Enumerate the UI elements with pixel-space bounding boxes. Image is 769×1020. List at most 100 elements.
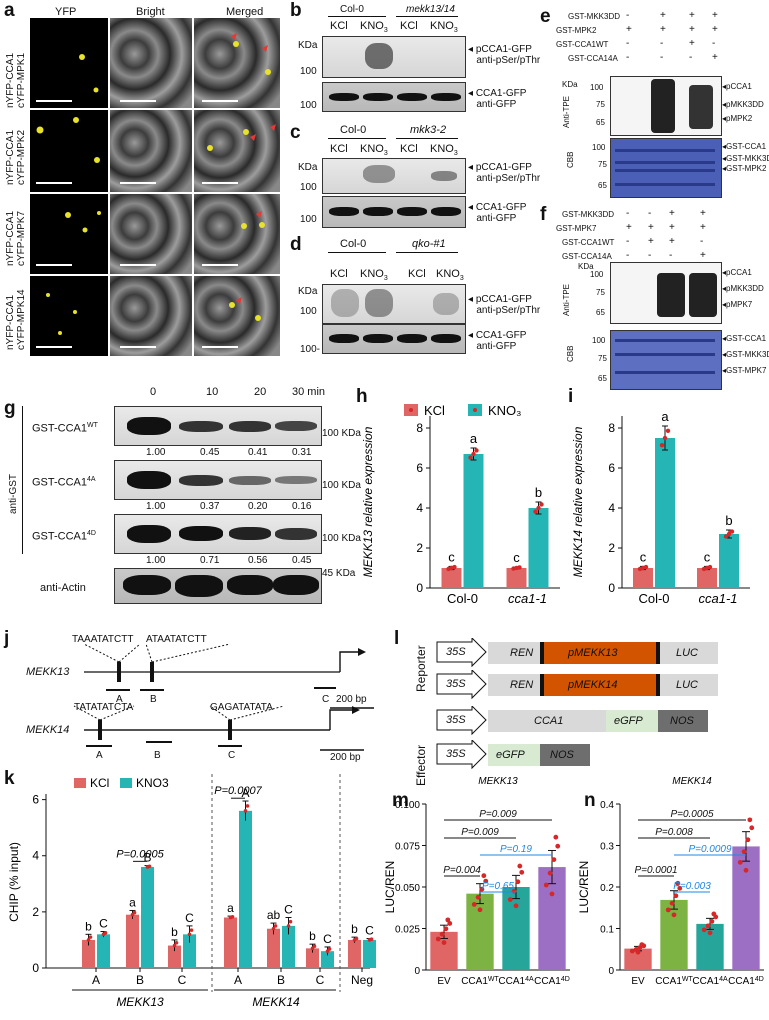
- sig-letter: c: [640, 549, 647, 564]
- data-point: [675, 880, 681, 886]
- bar: [506, 568, 527, 588]
- mw-marker: 65: [596, 118, 605, 127]
- band-annotation: ◂pMKK3DD: [722, 284, 764, 293]
- cond-sign: -: [626, 208, 630, 219]
- data-point: [88, 935, 93, 939]
- bar: [538, 867, 566, 970]
- lane-label: KCl: [330, 143, 348, 155]
- y-tick-label: 0.1: [600, 925, 614, 936]
- y-tick-label: 0: [608, 581, 615, 595]
- panel-label-i: i: [568, 386, 574, 407]
- western-blot: [322, 82, 466, 112]
- bar: [348, 939, 361, 968]
- arrow-35s: [436, 670, 487, 700]
- yfp-image: [30, 18, 108, 108]
- lane-label: KCl: [408, 268, 426, 280]
- cond-name: GST-MPK2: [556, 26, 597, 35]
- category-label: Col-0: [447, 591, 478, 606]
- density-value: 0.31: [292, 447, 312, 458]
- cond-sign: -: [648, 208, 652, 219]
- bar: [660, 899, 688, 970]
- sig-letter: C: [185, 911, 194, 925]
- category-label: B: [136, 973, 144, 987]
- scale-bar: [120, 264, 156, 266]
- cond-sign: -: [660, 52, 664, 63]
- autoradiograph: [610, 262, 722, 324]
- bar: [224, 917, 237, 968]
- divider-line: [396, 252, 458, 253]
- divider-line: [328, 252, 386, 253]
- category-label: CCA14D: [728, 976, 764, 988]
- mw-marker: 65: [598, 181, 607, 190]
- scale-bar: [36, 346, 72, 348]
- nos-block: [658, 710, 708, 732]
- panel-label-a: a: [4, 0, 15, 21]
- merged-image: [194, 194, 280, 274]
- blot-annotation: ◂ CCA1-GFP anti-GFP: [468, 88, 527, 110]
- mw-marker: 75: [596, 100, 605, 109]
- sig-letter: C: [365, 924, 374, 938]
- bar: [502, 887, 530, 970]
- data-point: [286, 924, 291, 928]
- mw-marker: 100 KDa: [322, 428, 361, 439]
- mw-marker: 100: [300, 214, 317, 225]
- data-point: [245, 804, 250, 808]
- mw-marker: 100: [300, 66, 317, 77]
- row-label: nYFP-CCA1 cYFP-MPK14: [5, 289, 27, 350]
- sig-letter: a: [661, 409, 669, 424]
- sig-letter: a: [470, 431, 478, 446]
- panel-label-k: k: [4, 768, 15, 789]
- y-axis-label: MEKK14 relative expression: [571, 426, 585, 577]
- y-axis-label: LUC/REN: [383, 861, 397, 914]
- region-label: B: [150, 694, 157, 705]
- antibody-label: Anti-TPE: [562, 95, 571, 128]
- data-point: [273, 924, 278, 928]
- divider-line: [328, 138, 386, 139]
- mw-marker: 100: [590, 270, 604, 279]
- band-annotation: ◂pCCA1: [722, 82, 752, 91]
- category-label: Neg: [351, 973, 373, 987]
- bright-image: [110, 110, 192, 192]
- cond-sign: -: [626, 52, 630, 63]
- data-point: [629, 948, 635, 954]
- bar: [463, 454, 484, 588]
- row-label: GST-CCA14A: [32, 476, 96, 489]
- data-point: [543, 882, 549, 888]
- sig-letter: b: [309, 929, 316, 943]
- panel-label-f: f: [540, 204, 547, 225]
- bar: [267, 928, 280, 968]
- kda-label: KDa: [298, 286, 318, 297]
- reporter-label: Reporter: [414, 645, 428, 692]
- data-point: [369, 937, 374, 942]
- bracket: [22, 406, 23, 554]
- bar: [82, 939, 95, 968]
- motif-seq: ATAATATCTT: [146, 634, 207, 645]
- yfp-image: [30, 110, 108, 192]
- col-yfp: YFP: [55, 6, 77, 18]
- sig-letter: b: [351, 922, 358, 936]
- blot-annotation: ◂ CCA1-GFP anti-GFP: [468, 330, 527, 352]
- category-label: A: [92, 973, 100, 987]
- y-tick-label: 8: [416, 421, 423, 435]
- gene-block: LUC: [676, 647, 699, 659]
- data-point: [479, 886, 485, 892]
- motif-seq: TAAATATCTT: [72, 634, 134, 645]
- sig-letter: a: [227, 901, 234, 915]
- side-label: anti-GST: [8, 473, 19, 514]
- western-blot: [114, 514, 322, 554]
- western-blot: [322, 284, 466, 324]
- data-point: [271, 926, 276, 931]
- data-point: [483, 878, 489, 884]
- egfp-block: [606, 710, 658, 732]
- legend-swatch: [74, 778, 86, 788]
- legend-label: KNO₃: [488, 403, 521, 418]
- lane-label: KNO3: [360, 143, 388, 158]
- band-annotation: ◂GST-MKK3DD: [722, 154, 769, 163]
- data-point: [312, 944, 317, 949]
- y-tick-label: 2: [32, 905, 39, 919]
- category-label: CCA1WT: [461, 976, 499, 988]
- cond-name: GST-CCA14A: [562, 252, 612, 261]
- y-tick-label: 0.025: [395, 925, 420, 936]
- mw-marker: 100 KDa: [322, 533, 361, 544]
- band-annotation: ◂pMKK3DD: [722, 100, 764, 109]
